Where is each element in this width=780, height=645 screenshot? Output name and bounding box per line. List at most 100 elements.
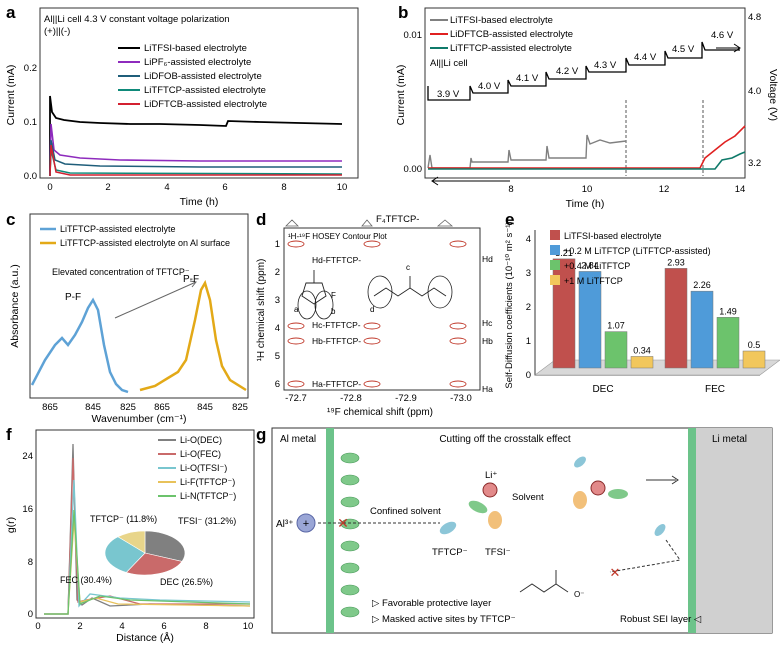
y-tick: 4 (526, 234, 531, 245)
y-label-b-right: Voltage (V) (767, 69, 779, 121)
y-tick: 1 (526, 336, 531, 347)
arrow-line (114, 281, 197, 319)
bar-value-label: 1.07 (607, 321, 625, 331)
legend-swatch (550, 275, 560, 285)
legend-swatch (550, 230, 560, 240)
plot-frame-d (283, 227, 481, 391)
x-tick: 2 (105, 182, 110, 193)
arrow-head (189, 280, 197, 288)
y-label-c: Absorbance (a.u.) (9, 264, 21, 347)
bar-value-label: 0.34 (633, 345, 651, 355)
bar-value-label: 0.5 (748, 340, 761, 350)
cell-label-b: Al||Li cell (430, 58, 468, 69)
rdf-tftcp-n (44, 509, 251, 615)
legend-e-2: +0.4 M LiTFTCP (564, 261, 630, 271)
x-tick: 0 (47, 182, 52, 193)
projection-peaks (285, 219, 454, 227)
legend-a-2: LiDFOB-assisted electrolyte (144, 71, 262, 82)
bar (552, 258, 576, 369)
x-tick: 8 (508, 184, 513, 195)
y-tick: 0 (28, 609, 33, 620)
panel-a-title-1: Al||Li cell 4.3 V constant voltage polar… (44, 14, 230, 25)
y-tick: 3 (526, 268, 531, 279)
x-tick: 825 (120, 402, 136, 413)
legend-e-3: +1 M LiTFTCP (564, 276, 623, 286)
y-tick: 0.1 (24, 117, 37, 128)
pie-label: TFTCP⁻ (11.8%) (90, 514, 157, 524)
atom-label: d (370, 305, 374, 314)
atom-labels: a b c d F (294, 263, 410, 316)
y-ticks-f: 0 8 16 24 (22, 451, 33, 620)
tfsi-label: TFSI⁻ (485, 547, 511, 558)
y-tick: 6 (275, 379, 280, 390)
y-label-a: Current (mA) (5, 65, 17, 126)
atom-label: b (331, 307, 336, 316)
panel-letter-e: e (505, 210, 514, 229)
legend-a-1: LiPF₆-assisted electrolyte (144, 57, 251, 68)
x-label-d: ¹⁹F chemical shift (ppm) (327, 407, 433, 418)
spectrum-blue (30, 297, 129, 394)
legend-b-1: LiDFTCB-assisted electrolyte (450, 29, 573, 40)
panel-c: c LiTFTCP-assisted electrolyte LiTFTCP-a… (6, 210, 249, 425)
bar (664, 268, 688, 369)
y-tick: 3 (275, 295, 280, 306)
bars-e: 3.21 2.84 1.07 0.34 DEC 2.93 2.26 1.49 0.5 FEC (552, 248, 766, 395)
molecule-dec (367, 275, 453, 309)
top-label-d: F₄TFTCP- (376, 214, 419, 225)
legend-c-1: LiTFTCP-assisted electrolyte on Al surfa… (60, 238, 230, 248)
tftcp-icon (608, 489, 628, 499)
y-tick: 4.8 (748, 12, 761, 23)
step-label: 4.4 V (634, 52, 657, 63)
bar (630, 356, 654, 369)
li-plus-label: Li⁺ (485, 470, 497, 481)
pie-f (104, 530, 186, 576)
y-tick: 16 (22, 504, 33, 515)
protective-label: ▷ Favorable protective layer (372, 598, 491, 609)
legend-swatch (550, 260, 560, 270)
category-label: DEC (592, 384, 613, 395)
right-label: Hc (482, 318, 493, 328)
pie-label: TFSI⁻ (31.2%) (178, 516, 236, 526)
legend-b-2: LiTFTCP-assisted electrolyte (450, 43, 572, 54)
curve-lipf6 (49, 123, 342, 177)
plus-glyph: + (303, 518, 309, 530)
peak-label-left: P-F (65, 292, 81, 303)
x-ticks-c: 865 845 825 865 845 825 (42, 402, 248, 413)
x-tick: -72.7 (285, 393, 307, 404)
carbonate-o: O⁻ (574, 590, 584, 599)
x-tick: 0 (35, 621, 40, 632)
tfsi-icon (488, 511, 502, 529)
pie-labels: TFSI⁻ (31.2%) DEC (26.5%) FEC (30.4%) TF… (60, 514, 236, 587)
legend-e-1: +0.2 M LiTFTCP (LiTFTCP-assisted) (564, 246, 711, 256)
pie-label: DEC (26.5%) (160, 577, 213, 587)
step-label: 3.9 V (437, 89, 460, 100)
x-tick: 2 (77, 621, 82, 632)
bar-value-label: 1.49 (719, 306, 737, 316)
tfsi-icon (573, 491, 587, 509)
contours (287, 240, 467, 388)
panel-letter-g: g (256, 425, 266, 444)
al-ion-label: Al³⁺ (276, 519, 294, 530)
panel-a: a Al||Li cell 4.3 V constant voltage pol… (5, 3, 359, 208)
assignment: Ha-FTFTCP- (312, 379, 361, 389)
sei-label: Robust SEI layer ◁ (620, 614, 702, 625)
step-label: 4.0 V (478, 81, 501, 92)
carbonate-molecule (519, 570, 569, 593)
legend-f: Li-O(DEC) Li-O(FEC) Li-O(TFSI⁻) Li-F(TFT… (158, 435, 236, 501)
panel-b: b LiTFSI-based electrolyte LiDFTCB-assis… (395, 3, 779, 210)
panel-d: d ¹H-¹⁹F HOSEY Contour Plot F₄TFTCP- a b… (256, 210, 493, 418)
right-labels-d: Hd Hc Hb Ha (482, 254, 493, 394)
bar-value-label: 2.84 (581, 260, 599, 270)
atom-label: a (294, 305, 299, 314)
pie-slice (117, 530, 146, 554)
legend-a-4: LiDFTCB-assisted electrolyte (144, 99, 267, 110)
category-label: FEC (705, 384, 725, 395)
right-label: Hd (482, 254, 493, 264)
legend-f-1: Li-O(FEC) (180, 449, 221, 459)
adsorbed-anions (340, 452, 360, 618)
li-ion-icon (482, 482, 498, 498)
x-tick: 12 (659, 184, 670, 195)
x-tick: 10 (582, 184, 593, 195)
y-ticks-b-right: 3.2 4.0 4.8 (748, 12, 761, 169)
